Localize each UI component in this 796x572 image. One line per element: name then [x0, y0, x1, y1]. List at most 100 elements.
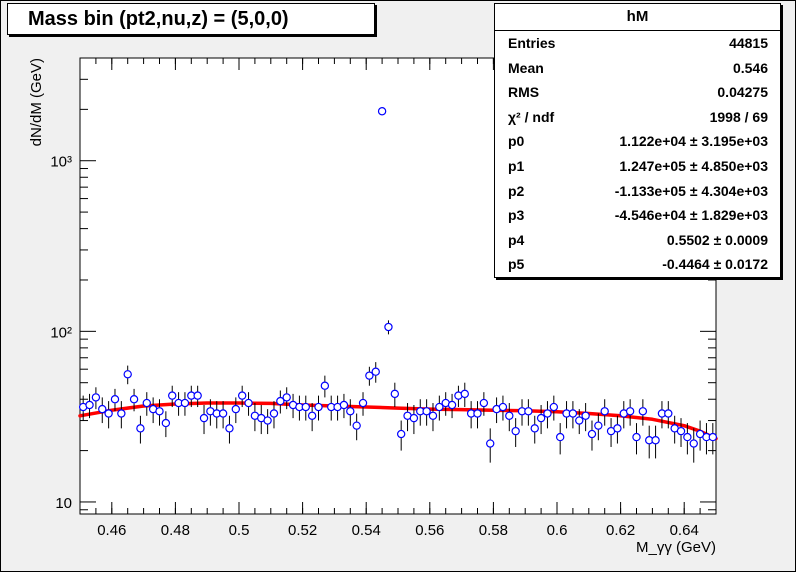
x-axis-title: M_γγ (GeV): [636, 539, 716, 556]
y-tick-label: 10³: [50, 154, 72, 171]
data-point: [218, 409, 228, 418]
data-point: [358, 398, 368, 408]
data-point: [98, 404, 107, 414]
data-point: [473, 409, 482, 418]
data-point: [117, 409, 126, 418]
data-point: [638, 407, 648, 416]
stats-value: -4.546e+04 ± 1.829e+03: [614, 207, 768, 224]
data-point: [123, 370, 132, 379]
stats-row-p2: p2 -1.133e+05 ± 4.304e+03: [495, 179, 780, 204]
x-tick-label: 0.48: [161, 522, 190, 539]
data-point: [320, 381, 330, 390]
data-point: [632, 432, 641, 442]
data-point: [110, 395, 120, 404]
data-point: [377, 107, 387, 116]
data-point: [543, 409, 552, 418]
data-point: [676, 426, 686, 436]
data-point: [435, 402, 444, 412]
stats-value: -1.133e+05 ± 4.304e+03: [614, 182, 768, 199]
data-point: [581, 411, 590, 420]
data-point: [168, 391, 177, 400]
data-point: [568, 409, 578, 418]
y-tick-label: 10: [55, 495, 72, 512]
data-point: [142, 398, 151, 408]
data-point: [390, 389, 400, 399]
x-tick-label: 0.6: [547, 522, 568, 539]
x-tick-label: 0.46: [97, 522, 126, 539]
axes: 0.46 0.48 0.5 0.52 0.54 0.56 0.58 0.6 0.62 0.64 10…: [50, 57, 717, 539]
data-point: [161, 418, 171, 428]
data-point: [664, 409, 673, 418]
data-point: [225, 424, 234, 433]
data-point: [199, 413, 209, 423]
stats-key: p2: [508, 182, 525, 199]
data-point: [371, 367, 380, 376]
data-point: [409, 413, 419, 423]
stats-row-rms: RMS 0.04275: [495, 80, 780, 105]
data-point: [479, 398, 489, 408]
data-point: [339, 400, 349, 410]
data-point: [613, 424, 622, 433]
stats-key: RMS: [508, 84, 540, 101]
data-point: [460, 389, 469, 399]
stats-key: p0: [508, 133, 525, 150]
data-point: [352, 421, 361, 430]
data-point: [486, 439, 495, 448]
data-point: [689, 439, 698, 448]
x-tick-label: 0.5: [229, 522, 250, 539]
data-point: [193, 391, 202, 400]
stats-value: -0.4464 ± 0.0172: [662, 256, 768, 273]
x-tick-label: 0.52: [288, 522, 317, 539]
data-point: [524, 407, 533, 416]
data-point: [428, 411, 438, 420]
data-point: [269, 409, 279, 418]
data-point: [530, 424, 539, 433]
data-point: [91, 393, 101, 402]
stats-row-p5: p5 -0.4464 ± 0.0172: [495, 252, 780, 277]
data-point: [549, 402, 559, 412]
data-point: [129, 395, 139, 404]
data-point: [384, 322, 393, 332]
stats-value: 44815: [729, 35, 768, 51]
data-point: [498, 402, 508, 412]
data-points-layer: [78, 107, 718, 463]
stats-key: χ² / ndf: [508, 108, 555, 125]
stats-value: 0.546: [732, 59, 768, 76]
data-point: [180, 398, 190, 408]
data-point: [244, 398, 253, 408]
data-point: [231, 404, 241, 414]
stats-row-p1: p1 1.247e+05 ± 4.850e+03: [495, 154, 780, 179]
stats-value: 1.122e+04 ± 3.195e+03: [619, 133, 768, 150]
stats-title: hM: [495, 4, 780, 31]
stats-value: 0.5502 ± 0.0009: [666, 231, 768, 248]
stats-key: p1: [508, 157, 525, 174]
x-tick-label: 0.56: [415, 522, 444, 539]
y-tick-label: 10²: [50, 324, 72, 341]
stats-row-chi2: χ² / ndf 1998 / 69: [495, 105, 780, 130]
stats-box: hM Entries 44815 Mean 0.546 RMS 0.04275 χ² …: [494, 3, 781, 278]
data-point: [683, 432, 692, 442]
data-point: [263, 416, 272, 425]
stats-value: 1998 / 69: [709, 108, 768, 125]
data-point: [594, 421, 603, 430]
stats-key: Mean: [508, 59, 544, 76]
x-tick-label: 0.64: [670, 522, 699, 539]
data-point: [282, 393, 291, 402]
data-point: [104, 409, 113, 418]
x-tick-label: 0.58: [479, 522, 508, 539]
stats-key: p5: [508, 256, 525, 273]
data-point: [237, 391, 247, 400]
data-point: [625, 407, 635, 416]
stats-row-p3: p3 -4.546e+04 ± 1.829e+03: [495, 203, 780, 228]
data-point: [536, 413, 546, 423]
data-point: [307, 411, 317, 420]
stats-key: p3: [508, 207, 525, 224]
data-point: [505, 411, 514, 420]
stats-value: 1.247e+05 ± 4.850e+03: [619, 157, 768, 174]
data-point: [276, 396, 285, 406]
data-point: [587, 429, 597, 439]
stats-row-p0: p0 1.122e+04 ± 3.195e+03: [495, 129, 780, 154]
page-title: Mass bin (pt2,nu,z) = (5,0,0): [7, 3, 375, 35]
stats-row-p4: p4 0.5502 ± 0.0009: [495, 228, 780, 253]
data-point: [155, 407, 164, 416]
